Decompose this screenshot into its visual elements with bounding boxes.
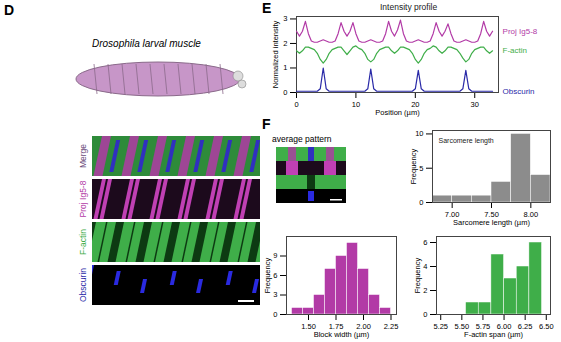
svg-text:0: 0: [423, 310, 427, 319]
svg-text:0: 0: [273, 310, 277, 319]
html-text:E: E: [262, 0, 272, 16]
html-text:Intensity profile: Intensity profile: [380, 2, 438, 12]
svg-text:6: 6: [273, 271, 277, 280]
svg-text:9: 9: [273, 251, 277, 260]
svg-text:Obscurin: Obscurin: [503, 87, 535, 96]
svg-text:Sarcomere length (µm): Sarcomere length (µm): [453, 218, 530, 227]
svg-text:2: 2: [283, 39, 287, 48]
svg-text:6.00: 6.00: [496, 321, 512, 331]
svg-text:F-actin span (µm): F-actin span (µm): [464, 330, 523, 339]
svg-text:Position (µm): Position (µm): [375, 108, 420, 117]
svg-text:7.00: 7.00: [444, 209, 460, 219]
svg-text:Block width (µm): Block width (µm): [314, 330, 370, 339]
svg-text:0: 0: [283, 88, 287, 97]
svg-text:6: 6: [423, 238, 427, 247]
svg-text:8.00: 8.00: [523, 209, 539, 219]
svg-text:10: 10: [415, 129, 423, 138]
svg-text:5.75: 5.75: [475, 321, 491, 331]
svg-text:3: 3: [273, 290, 277, 299]
svg-text:1.75: 1.75: [328, 321, 344, 331]
svg-text:Frequency: Frequency: [413, 258, 422, 294]
svg-text:30: 30: [471, 100, 479, 109]
svg-text:F-actin: F-actin: [503, 46, 527, 55]
svg-text:0: 0: [419, 198, 423, 207]
svg-text:Obscurin: Obscurin: [78, 268, 88, 302]
svg-text:2.00: 2.00: [356, 321, 371, 331]
svg-text:5: 5: [419, 164, 423, 173]
html-text:Drosophila larval muscle: Drosophila larval muscle: [92, 38, 201, 49]
svg-text:1: 1: [283, 63, 287, 72]
svg-text:3: 3: [283, 14, 287, 23]
svg-text:1.50: 1.50: [301, 321, 316, 331]
svg-text:Normalized intensity: Normalized intensity: [271, 20, 280, 88]
svg-text:0: 0: [294, 100, 298, 109]
html-text:D: D: [4, 2, 15, 18]
svg-text:6.50: 6.50: [539, 322, 554, 331]
svg-text:5.25: 5.25: [433, 322, 448, 331]
svg-text:10: 10: [352, 100, 360, 109]
svg-text:20: 20: [411, 99, 420, 109]
svg-text:Merge: Merge: [78, 144, 88, 168]
svg-text:Sarcomere length: Sarcomere length: [439, 137, 494, 145]
svg-text:Proj Ig5-8: Proj Ig5-8: [503, 27, 538, 36]
svg-text:7.50: 7.50: [484, 209, 499, 219]
svg-text:Frequency: Frequency: [263, 258, 272, 294]
html-text:F: F: [262, 116, 271, 132]
svg-text:2.25: 2.25: [384, 322, 399, 331]
html-text:average pattern: average pattern: [272, 134, 332, 144]
svg-text:5.50: 5.50: [454, 321, 470, 331]
svg-text:Frequency: Frequency: [409, 149, 418, 185]
svg-text:2: 2: [423, 286, 427, 295]
svg-text:6.25: 6.25: [517, 321, 533, 331]
svg-text:Proj Ig5-8: Proj Ig5-8: [78, 180, 88, 217]
svg-text:4: 4: [423, 262, 427, 271]
svg-text:F-actin: F-actin: [78, 229, 88, 255]
